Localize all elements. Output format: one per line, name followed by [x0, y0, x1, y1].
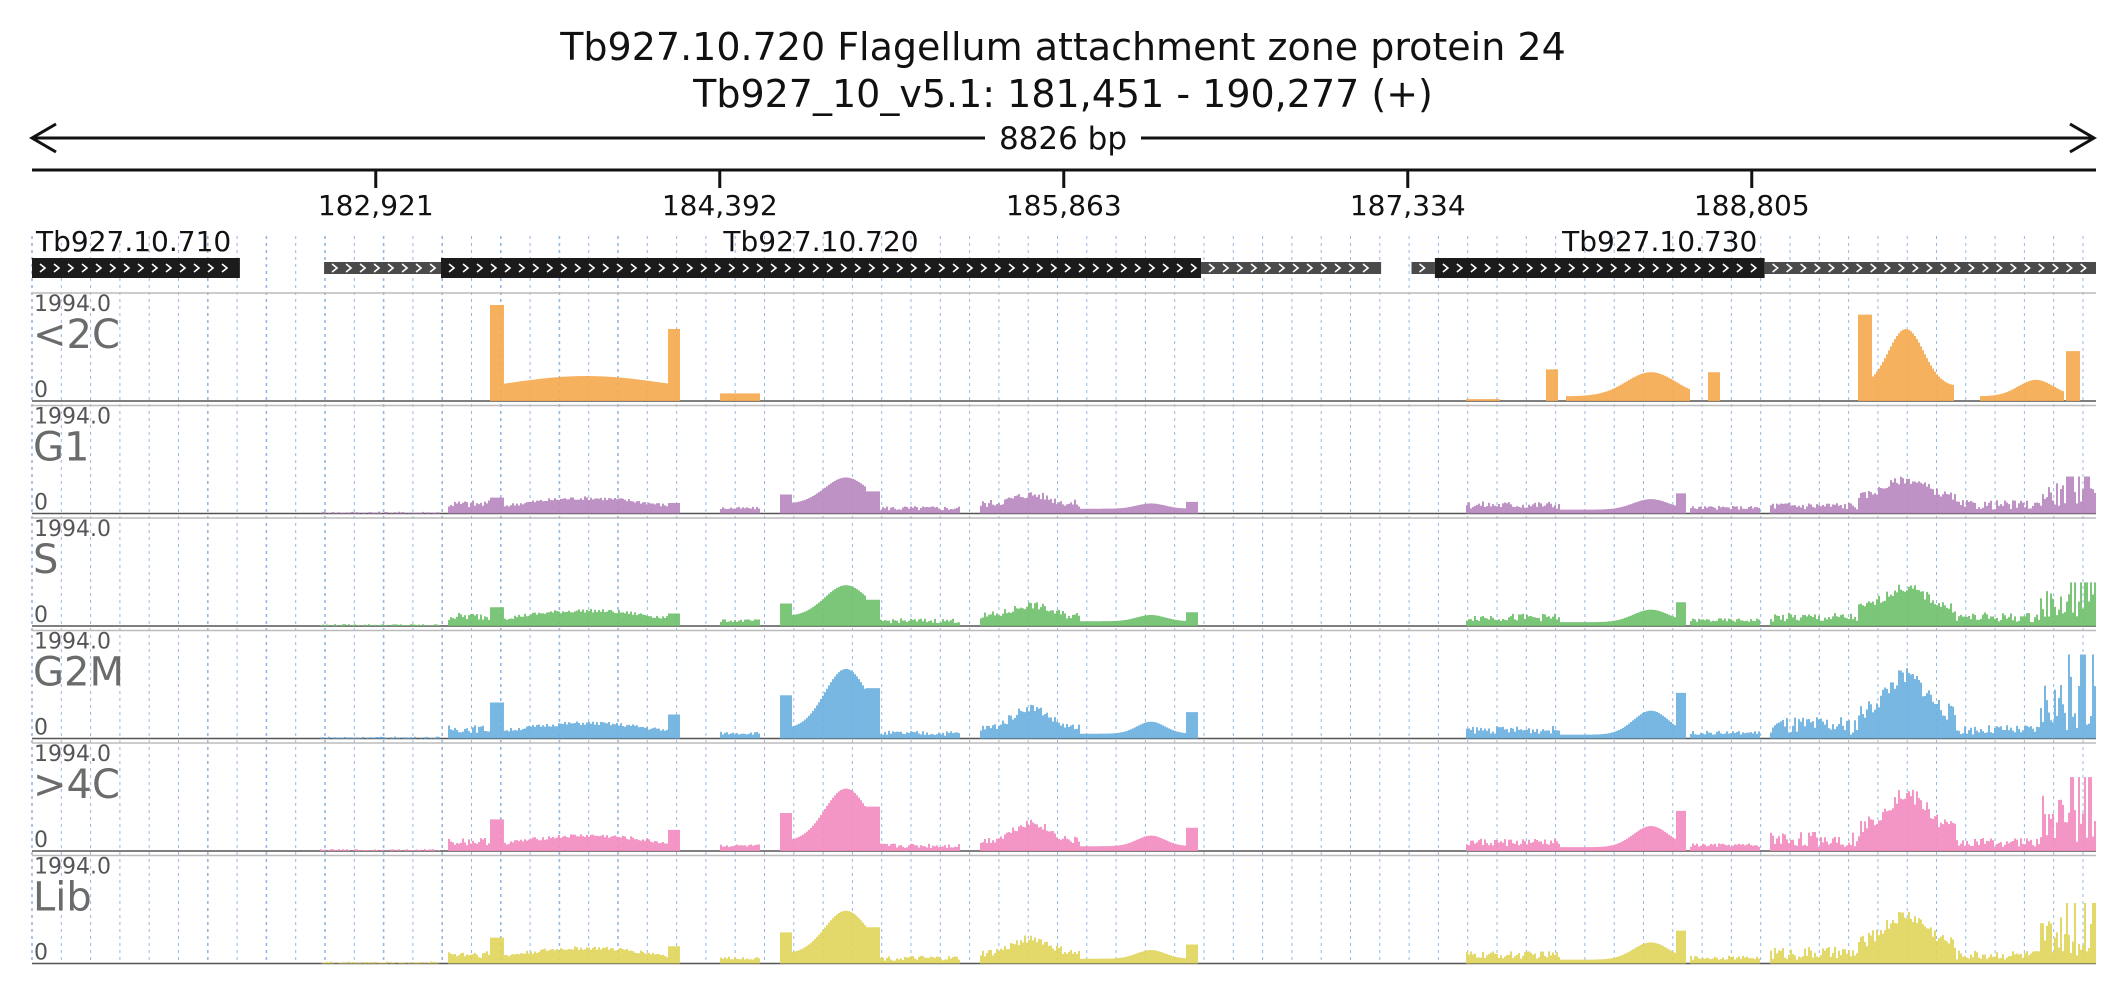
track-scale-max: 1994.0 — [34, 630, 111, 655]
gene-model: Tb927.10.730 — [1411, 225, 2096, 278]
coverage-track: 1994.0 0 <2C — [32, 292, 2098, 403]
span-indicator: 8826 bp — [29, 120, 2097, 157]
coverage-track: 1994.0 0 S — [32, 517, 2098, 628]
track-scale-min: 0 — [34, 716, 48, 741]
strand-arrow-icon — [1419, 263, 1426, 273]
track-scale-min: 0 — [34, 941, 48, 966]
span-arrow-right-icon — [2069, 122, 2097, 154]
coverage-area — [32, 777, 2098, 851]
coverage-area — [32, 582, 2098, 626]
cds-block — [441, 258, 1202, 278]
track-name: G2M — [33, 650, 124, 696]
utr5-block — [324, 262, 442, 274]
coverage-tracks: 1994.00<2C1994.00G11994.00S1994.00G2M199… — [32, 292, 2098, 966]
strand-arrow-icon — [1442, 263, 1758, 273]
track-scale-max: 1994.0 — [34, 855, 111, 880]
utr3-block — [1764, 262, 2096, 274]
genomic-location: Tb927_10_v5.1: 181,451 - 190,277 (+) — [692, 72, 1433, 116]
coverage-area — [32, 476, 2098, 514]
ruler-tick-label: 188,805 — [1694, 189, 1810, 222]
coverage-track: 1994.0 0 G2M — [32, 630, 2098, 741]
strand-arrow-icon — [1208, 263, 1370, 273]
gene-label: Tb927.10.710 — [35, 225, 231, 258]
gene-model: Tb927.10.710 — [32, 225, 240, 278]
coordinate-ruler: 182,921 184,392 185,863 187,334 188,805 — [32, 168, 2096, 222]
track-name: S — [33, 537, 58, 583]
track-scale-min: 0 — [34, 603, 48, 628]
track-scale-min: 0 — [34, 491, 48, 516]
strand-arrow-icon — [448, 263, 1198, 273]
ruler-tick-label: 184,392 — [662, 189, 778, 222]
gene-label: Tb927.10.730 — [1561, 225, 1757, 258]
span-arrow-left-icon — [29, 122, 57, 154]
strand-arrow-icon — [1772, 263, 2087, 273]
strand-arrow-icon — [331, 263, 437, 273]
span-length-label: 8826 bp — [999, 121, 1127, 157]
gene-label: Tb927.10.720 — [722, 225, 918, 258]
track-scale-min: 0 — [34, 378, 48, 403]
track-scale-min: 0 — [34, 828, 48, 853]
strand-arrow-icon — [39, 263, 229, 273]
track-scale-max: 1994.0 — [34, 292, 111, 317]
track-name: G1 — [33, 425, 89, 471]
track-name: Lib — [33, 875, 92, 921]
track-scale-max: 1994.0 — [34, 742, 111, 767]
span-label-bg — [985, 120, 1141, 156]
coverage-area — [32, 903, 2098, 964]
ruler-tick-label: 185,863 — [1006, 189, 1122, 222]
cds-block — [1434, 258, 1765, 278]
coverage-track: 1994.0 0 >4C — [32, 742, 2098, 853]
gene-model: Tb927.10.720 — [324, 225, 1382, 278]
ruler-tick-label: 187,334 — [1350, 189, 1466, 222]
coverage-track: 1994.0 0 G1 — [32, 405, 2098, 516]
coverage-area — [32, 305, 2098, 401]
coverage-track: 1994.0 0 Lib — [32, 855, 2098, 966]
coverage-area — [32, 654, 2098, 739]
track-name: <2C — [33, 312, 120, 358]
track-scale-max: 1994.0 — [34, 517, 111, 542]
grid-lines — [31, 236, 2084, 962]
gene-track: Tb927.10.710 Tb927.10.720 Tb927.10.730 — [32, 225, 2096, 278]
cds-block — [32, 258, 240, 278]
track-scale-max: 1994.0 — [34, 405, 111, 430]
ruler-tick-label: 182,921 — [318, 189, 434, 222]
track-name: >4C — [33, 762, 120, 808]
utr5-block — [1411, 262, 1435, 274]
gene-title: Tb927.10.720 Flagellum attachment zone p… — [559, 25, 1566, 69]
